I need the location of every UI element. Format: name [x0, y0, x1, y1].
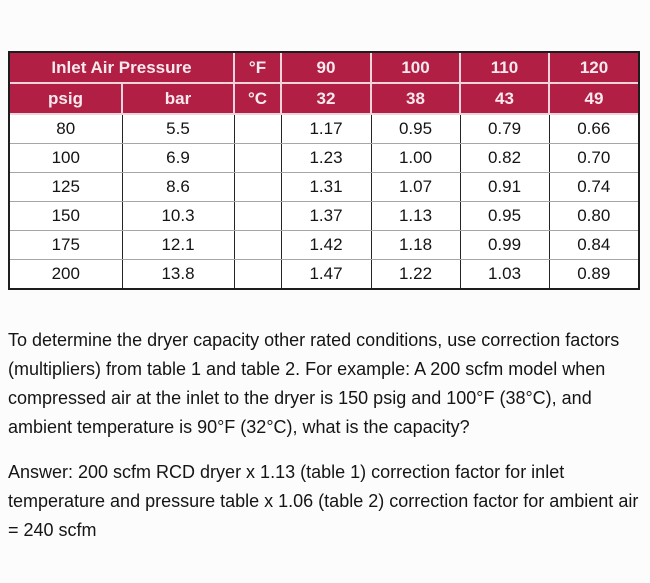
header-temp-c-32: 32: [281, 83, 372, 115]
header-temp-f-120: 120: [549, 53, 638, 84]
table-cell: 100: [10, 143, 123, 173]
header-bar: bar: [122, 83, 235, 115]
document-page: Inlet Air Pressure °F 90 100 110 120 psi…: [8, 51, 640, 540]
table-cell: 0.89: [549, 259, 638, 288]
table-cell: 1.03: [460, 259, 550, 288]
table-cell: 200: [10, 259, 123, 288]
table-cell: 1.13: [371, 201, 461, 231]
header-deg-c: °C: [234, 83, 282, 115]
table-cell: 0.80: [549, 201, 638, 231]
table-row: 100 6.9 1.23 1.00 0.82 0.70: [10, 143, 638, 173]
header-temp-c-43: 43: [460, 83, 550, 115]
header-psig: psig: [10, 83, 123, 115]
table-cell: 1.23: [281, 143, 372, 173]
table-cell: 1.47: [281, 259, 372, 288]
table-cell: 1.31: [281, 172, 372, 202]
table-cell: 0.99: [460, 230, 550, 260]
table-cell: 0.79: [460, 114, 550, 144]
table-row: 125 8.6 1.31 1.07 0.91 0.74: [10, 172, 638, 202]
table-cell: [234, 172, 282, 202]
table-cell: 1.42: [281, 230, 372, 260]
table-cell: [234, 201, 282, 231]
table-cell: [234, 230, 282, 260]
table-cell: [234, 259, 282, 288]
header-temp-f-90: 90: [281, 53, 372, 84]
correction-factor-table: Inlet Air Pressure °F 90 100 110 120 psi…: [8, 51, 640, 290]
table-row: 175 12.1 1.42 1.18 0.99 0.84: [10, 230, 638, 260]
table-cell: 0.74: [549, 172, 638, 202]
table-cell: 0.66: [549, 114, 638, 144]
table-cell: 175: [10, 230, 123, 260]
header-temp-c-38: 38: [371, 83, 461, 115]
table-cell: 1.22: [371, 259, 461, 288]
header-temp-c-49: 49: [549, 83, 638, 115]
table-cell: 6.9: [122, 143, 235, 173]
table-cell: [234, 143, 282, 173]
table-row: 200 13.8 1.47 1.22 1.03 0.89: [10, 259, 638, 288]
header-temp-f-110: 110: [460, 53, 550, 84]
table-cell: 0.82: [460, 143, 550, 173]
table-cell: 5.5: [122, 114, 235, 144]
table-row: 150 10.3 1.37 1.13 0.95 0.80: [10, 201, 638, 231]
table-cell: 80: [10, 114, 123, 144]
table-cell: 1.00: [371, 143, 461, 173]
table-cell: 10.3: [122, 201, 235, 231]
table-cell: 8.6: [122, 172, 235, 202]
table-cell: 150: [10, 201, 123, 231]
answer-paragraph: Answer: 200 scfm RCD dryer x 1.13 (table…: [8, 462, 639, 540]
table-cell: 0.84: [549, 230, 638, 260]
table-cell: 0.95: [460, 201, 550, 231]
example-paragraph: To determine the dryer capacity other ra…: [8, 330, 620, 437]
table-header-row-1: Inlet Air Pressure °F 90 100 110 120: [10, 53, 638, 84]
table-cell: 1.18: [371, 230, 461, 260]
table-cell: [234, 114, 282, 144]
table-cell: 1.17: [281, 114, 372, 144]
header-inlet-air-pressure: Inlet Air Pressure: [10, 53, 235, 84]
table-cell: 0.70: [549, 143, 638, 173]
header-deg-f: °F: [234, 53, 282, 84]
table-cell: 1.37: [281, 201, 372, 231]
table-header-row-2: psig bar °C 32 38 43 49: [10, 83, 638, 115]
table-cell: 1.07: [371, 172, 461, 202]
table-row: 80 5.5 1.17 0.95 0.79 0.66: [10, 114, 638, 144]
header-temp-f-100: 100: [371, 53, 461, 84]
inlet-air-pressure-table: Inlet Air Pressure °F 90 100 110 120 psi…: [10, 53, 638, 288]
table-cell: 0.91: [460, 172, 550, 202]
table-cell: 0.95: [371, 114, 461, 144]
table-cell: 125: [10, 172, 123, 202]
table-cell: 12.1: [122, 230, 235, 260]
table-cell: 13.8: [122, 259, 235, 288]
